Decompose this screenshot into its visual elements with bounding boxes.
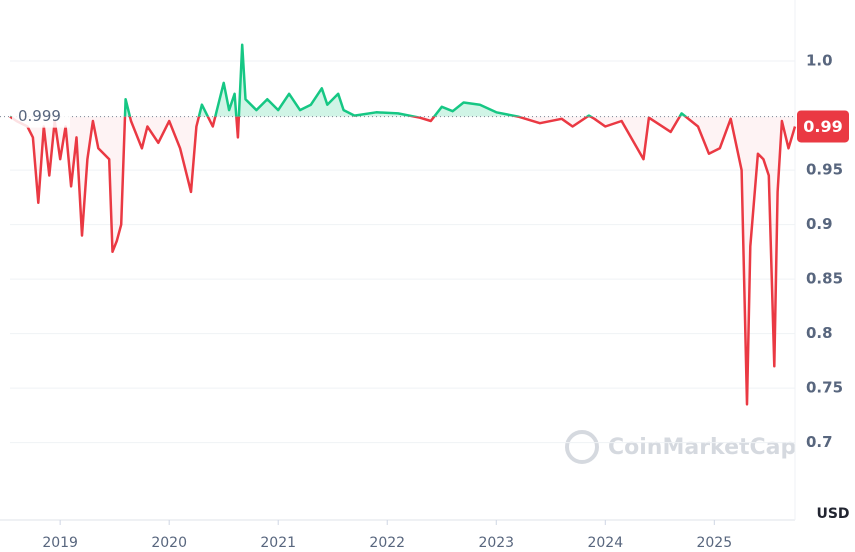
x-tick-label: 2024 [587,535,623,551]
y-tick-label: 0.8 [806,324,833,342]
y-tick-label: 0.95 [806,161,843,179]
price-tag-label: 0.99 [803,117,842,136]
watermark: CoinMarketCap [565,430,796,464]
y-tick-label: 0.7 [806,433,833,451]
y-tick-label: 1.0 [806,52,833,70]
price-line-down [9,116,797,406]
x-tick-label: 2019 [42,535,78,551]
x-tick-label: 2020 [151,535,187,551]
x-tick-label: 2022 [369,535,405,551]
baseline-label-bg [12,105,70,128]
x-tick-label: 2025 [696,535,732,551]
watermark-text: CoinMarketCap [608,435,796,460]
y-tick-label: 0.85 [806,270,843,288]
currency-label: USD [816,506,849,522]
y-tick-label: 0.75 [806,379,843,397]
price-tag [797,110,849,143]
x-tick-label: 2023 [478,535,514,551]
watermark-logo [565,430,599,464]
price-line-up [9,43,688,117]
y-tick-label: 0.9 [806,215,833,233]
baseline-label: 0.999 [18,107,61,125]
x-tick-label: 2021 [260,535,296,551]
